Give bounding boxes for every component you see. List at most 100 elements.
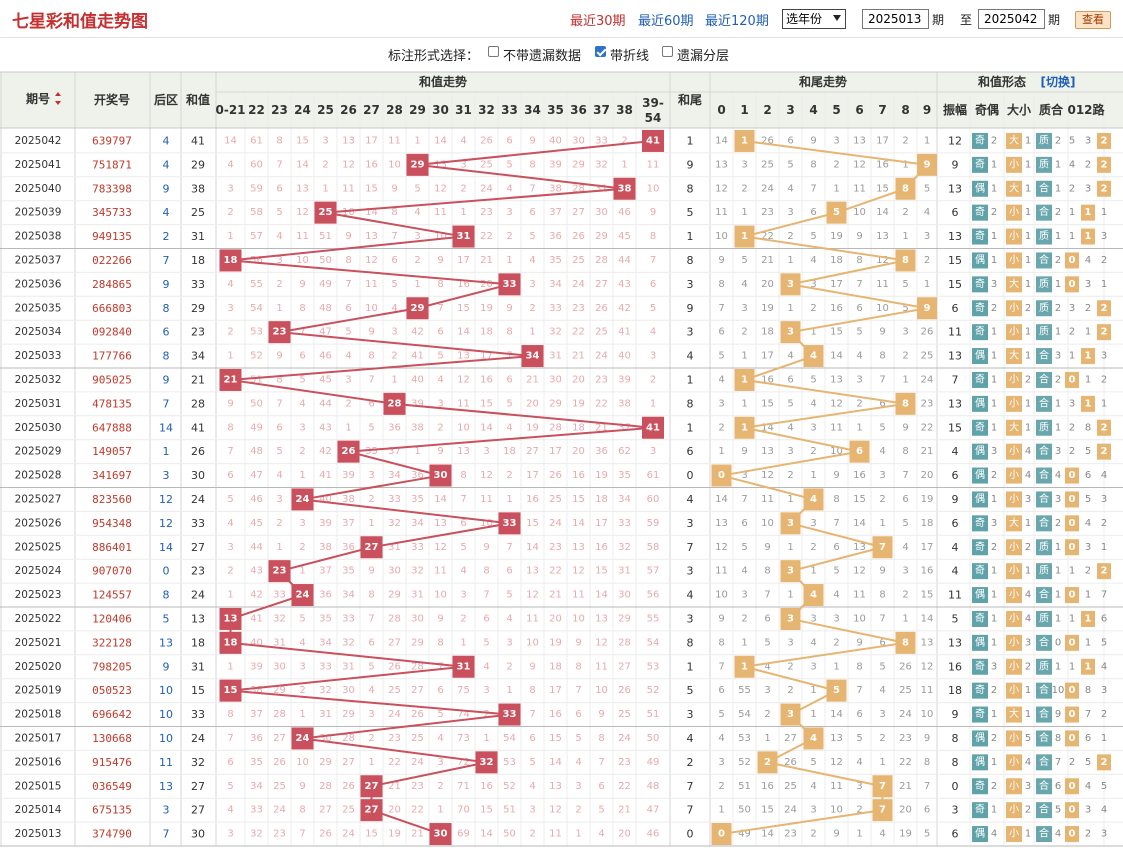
size-omission: 1 (1025, 685, 1031, 696)
sum-omission: 60 (647, 494, 660, 505)
sum-omission: 3 (650, 446, 656, 457)
tail-omission: 13 (715, 159, 728, 170)
tail-omission: 4 (741, 279, 747, 290)
prime-omission: 1 (1055, 327, 1061, 338)
sum-cell: 33 (191, 708, 205, 721)
sum-omission: 10 (595, 685, 608, 696)
form-header: 和值形态 (977, 74, 1026, 89)
sum-hit-label: 30 (434, 829, 448, 840)
size-omission: 1 (1025, 709, 1031, 720)
sum-cell: 23 (191, 326, 205, 339)
sum-omission: 10 (388, 159, 401, 170)
sum-omission: 14 (480, 829, 493, 840)
tail-omission: 22 (761, 231, 774, 242)
tail-hit-label: 1 (741, 374, 748, 385)
no-omission-checkbox[interactable] (488, 46, 499, 57)
tail-omission: 19 (921, 494, 934, 505)
parity-omission: 1 (991, 566, 997, 577)
sum-omission: 13 (296, 183, 309, 194)
number-cell: 130668 (92, 732, 132, 745)
sum-omission: 1 (227, 231, 233, 242)
sum-omission: 58 (250, 207, 263, 218)
amplitude-cell: 18 (948, 684, 962, 697)
query-button[interactable]: 查看 (1075, 11, 1111, 29)
tail-omission: 1 (718, 446, 724, 457)
prime-omission: 1 (1055, 613, 1061, 624)
polyline-checkbox[interactable] (595, 46, 606, 57)
amplitude-cell: 12 (948, 134, 962, 147)
sum-omission: 46 (250, 494, 263, 505)
sum-omission: 28 (319, 781, 332, 792)
tail-omission: 25 (761, 159, 774, 170)
omission-layer-checkbox[interactable] (662, 46, 673, 57)
sum-omission: 2 (391, 351, 397, 362)
parity-label: 偶 (975, 253, 985, 266)
parity-omission: 3 (991, 661, 997, 672)
tail-omission: 4 (741, 566, 747, 577)
sum-omission: 4 (227, 805, 233, 816)
tail-omission: 9 (833, 829, 839, 840)
tail-omission: 11 (761, 494, 774, 505)
number-cell: 284865 (92, 278, 132, 291)
back-cell: 9 (163, 182, 170, 195)
route-label: 0 (1069, 685, 1076, 696)
tail-hit-marker (803, 345, 824, 368)
sum-omission: 60 (250, 159, 263, 170)
tail-omission: 6 (924, 805, 930, 816)
tail-omission: 2 (787, 661, 793, 672)
sum-omission: 33 (273, 590, 286, 601)
tail-digit-header: 4 (809, 103, 817, 117)
prime-omission: 5 (1055, 805, 1061, 816)
tail-omission: 3 (833, 135, 839, 146)
parity-omission: 1 (991, 351, 997, 362)
tail-omission: 26 (899, 661, 912, 672)
sum-omission: 24 (388, 709, 401, 720)
prime-omission: 2 (1055, 374, 1061, 385)
sum-omission: 8 (529, 159, 535, 170)
tail-hit-label: 1 (741, 422, 748, 433)
sum-omission: 5 (460, 542, 466, 553)
route-badge (1097, 132, 1111, 149)
issue-cell: 2025016 (15, 756, 62, 768)
tail-cell: 7 (687, 541, 694, 554)
sum-omission: 44 (250, 542, 263, 553)
sum-omission: 15 (457, 303, 470, 314)
tail-omission: 4 (879, 685, 885, 696)
sum-omission: 6 (460, 518, 466, 529)
tail-omission: 8 (810, 159, 816, 170)
sum-omission: 59 (647, 518, 660, 529)
recent-120-link[interactable]: 最近120期 (705, 14, 769, 29)
route-label: 0 (1069, 637, 1076, 648)
route-badge (1065, 706, 1079, 723)
sum-omission: 33 (388, 494, 401, 505)
tail-omission: 13 (715, 518, 728, 529)
sum-omission: 71 (457, 781, 470, 792)
sum-omission: 6 (345, 303, 351, 314)
from-issue-input[interactable] (862, 9, 929, 29)
recent-30-link[interactable]: 最近30期 (570, 14, 626, 29)
issue-cell: 2025029 (15, 446, 62, 458)
sum-omission: 31 (388, 542, 401, 553)
tail-hit-marker (780, 703, 801, 726)
sum-omission: 4 (227, 279, 233, 290)
tail-omission: 24 (921, 374, 934, 385)
switch-link[interactable]: [切换] (1041, 74, 1076, 89)
sum-omission: 14 (549, 757, 562, 768)
tail-omission: 6 (741, 518, 747, 529)
recent-60-link[interactable]: 最近60期 (638, 14, 694, 29)
number-cell: 124557 (92, 589, 132, 602)
sum-omission: 41 (319, 470, 332, 481)
year-select[interactable]: 选年份 (782, 9, 846, 29)
route-badge (1097, 419, 1111, 436)
sum-omission: 19 (480, 303, 493, 314)
sum-omission: 2 (460, 183, 466, 194)
sum-omission: 41 (411, 351, 424, 362)
sum-omission: 61 (250, 135, 263, 146)
sum-omission: 39 (342, 470, 355, 481)
sum-omission: 17 (457, 255, 470, 266)
tail-omission: 16 (761, 374, 774, 385)
tail-digit-header: 3 (786, 103, 794, 117)
tail-omission: 11 (830, 781, 843, 792)
sum-omission: 53 (647, 661, 660, 672)
to-issue-input[interactable] (978, 9, 1045, 29)
